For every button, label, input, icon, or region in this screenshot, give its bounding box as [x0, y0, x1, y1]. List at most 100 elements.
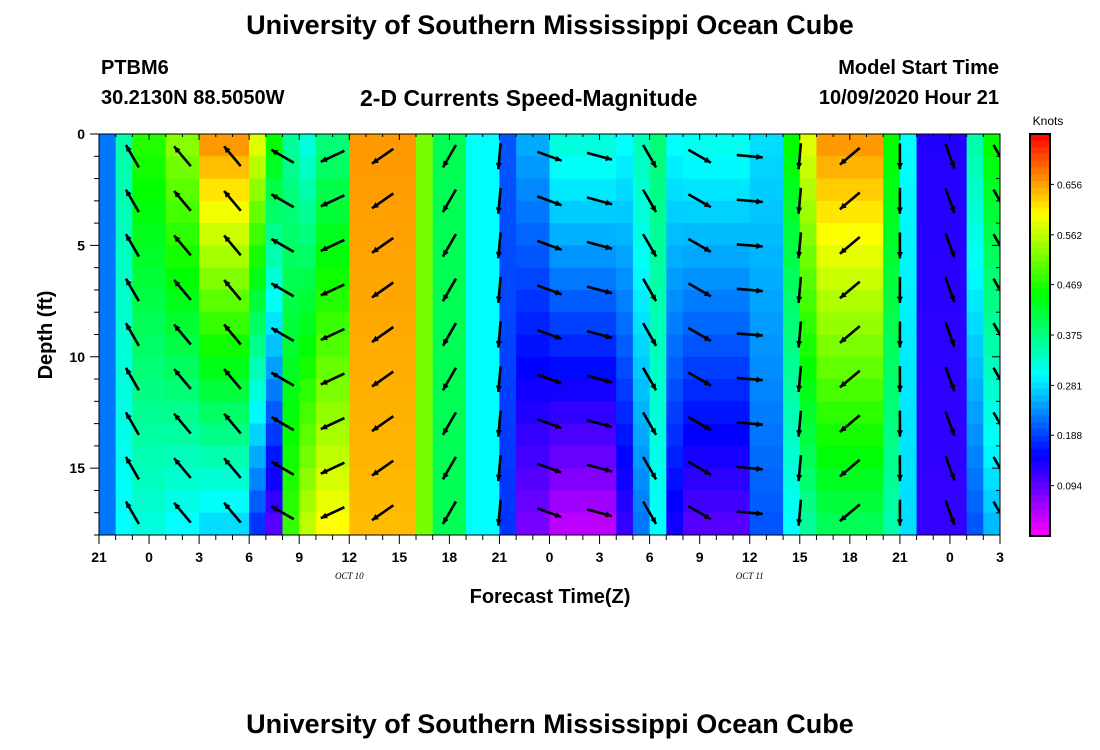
heatmap-cell	[816, 356, 884, 380]
heatmap-cell	[916, 334, 968, 358]
x-tick-label: 12	[341, 549, 357, 565]
heatmap-cell	[749, 200, 784, 224]
current-vector	[173, 412, 192, 435]
x-tick-label: 0	[546, 549, 554, 565]
heatmap-cell	[966, 156, 984, 180]
current-vector	[896, 143, 903, 170]
heatmap-cell	[282, 312, 300, 336]
heatmap-cell	[983, 334, 1000, 358]
x-tick-label: 3	[996, 549, 1004, 565]
heatmap-cell	[499, 423, 517, 447]
current-vector	[173, 190, 192, 212]
heatmap-cell	[299, 512, 317, 535]
heatmap-cell	[499, 223, 517, 246]
heatmap-cell	[799, 379, 818, 402]
heatmap-cell	[249, 223, 267, 246]
colorbar: 0.656 0.562 0.469 0.375 0.281 0.188 0.094	[1029, 133, 1082, 537]
heatmap-cell	[349, 445, 417, 469]
heatmap-cell	[916, 356, 968, 380]
current-vector	[270, 193, 295, 209]
colorbar-segment	[1030, 154, 1050, 162]
heatmap-cell	[249, 267, 267, 291]
heatmap-cell	[749, 134, 784, 157]
heatmap-cell	[883, 512, 901, 535]
heatmap-cell	[799, 490, 818, 514]
colorbar-segment	[1030, 529, 1050, 537]
heatmap-cell	[682, 379, 751, 402]
colorbar-segment	[1030, 368, 1050, 376]
heatmap-cell	[983, 289, 1000, 313]
current-vector	[270, 237, 295, 254]
heatmap-cell	[132, 156, 167, 180]
heatmap-cell	[299, 423, 317, 447]
colorbar-segment	[1030, 469, 1050, 477]
colorbar-segment	[1030, 281, 1050, 289]
heatmap-cell	[966, 490, 984, 514]
current-vector	[641, 233, 658, 258]
heatmap-cell	[416, 334, 434, 358]
heatmap-cell	[616, 267, 634, 291]
heatmap-cell	[165, 200, 200, 224]
heatmap-cell	[916, 445, 968, 469]
heatmap-cell	[466, 334, 501, 358]
heatmap-cell	[883, 267, 901, 291]
heatmap-cell	[199, 423, 250, 447]
heatmap-cell	[282, 200, 300, 224]
heatmap-cell	[966, 312, 984, 336]
heatmap-cell	[966, 200, 984, 224]
heatmap-cell	[299, 312, 317, 336]
heatmap-cell	[783, 134, 801, 157]
colorbar-segment	[1030, 435, 1050, 443]
heatmap-cell	[499, 245, 517, 269]
heatmap-cell	[165, 334, 200, 358]
colorbar-tick-label: 0.188	[1057, 431, 1082, 442]
heatmap-cell	[632, 512, 651, 535]
current-vector	[223, 234, 242, 257]
heatmap-cell	[315, 379, 350, 402]
colorbar-segment	[1030, 221, 1050, 229]
current-vector	[320, 327, 345, 342]
heatmap-cell	[315, 334, 350, 358]
current-vector	[173, 501, 192, 524]
colorbar-segment	[1030, 408, 1050, 416]
heatmap-cell	[783, 445, 801, 469]
current-vector	[270, 415, 295, 432]
heatmap-cell	[416, 401, 434, 425]
current-vector	[687, 415, 712, 432]
current-vector	[944, 143, 956, 169]
heatmap-cell	[115, 468, 133, 492]
heatmap-cell	[816, 490, 884, 514]
heatmap-cell	[432, 200, 467, 224]
heatmap-cell	[899, 267, 918, 291]
colorbar-segment	[1030, 274, 1050, 282]
y-axis-label: Depth (ft)	[35, 291, 57, 380]
heatmap-cell	[99, 468, 117, 492]
current-vector	[441, 411, 458, 436]
colorbar-segment	[1030, 234, 1050, 242]
heatmap-cell	[265, 267, 284, 291]
heatmap-cell	[549, 312, 617, 336]
colorbar-segment	[1030, 147, 1050, 155]
heatmap-cell	[916, 178, 968, 202]
heatmap-cell	[349, 423, 417, 447]
current-vector	[796, 499, 803, 526]
heatmap-cell	[649, 356, 667, 380]
heatmap-cell	[315, 312, 350, 336]
heatmap-cell	[783, 178, 801, 202]
heatmap-cell	[966, 445, 984, 469]
current-vector	[796, 410, 803, 437]
heatmap-cell	[799, 178, 818, 202]
heatmap-cell	[466, 245, 501, 269]
heatmap-cell	[265, 178, 284, 202]
heatmap-cell	[549, 200, 617, 224]
heatmap-cell	[315, 289, 350, 313]
colorbar-segment	[1030, 294, 1050, 303]
current-vector	[992, 456, 1000, 471]
current-vector	[944, 366, 956, 392]
heatmap-cell	[499, 267, 517, 291]
heatmap-cell	[99, 423, 117, 447]
current-vector	[586, 374, 613, 384]
current-vector	[270, 326, 295, 343]
heatmap-cell	[432, 289, 467, 313]
current-vector	[687, 193, 712, 209]
